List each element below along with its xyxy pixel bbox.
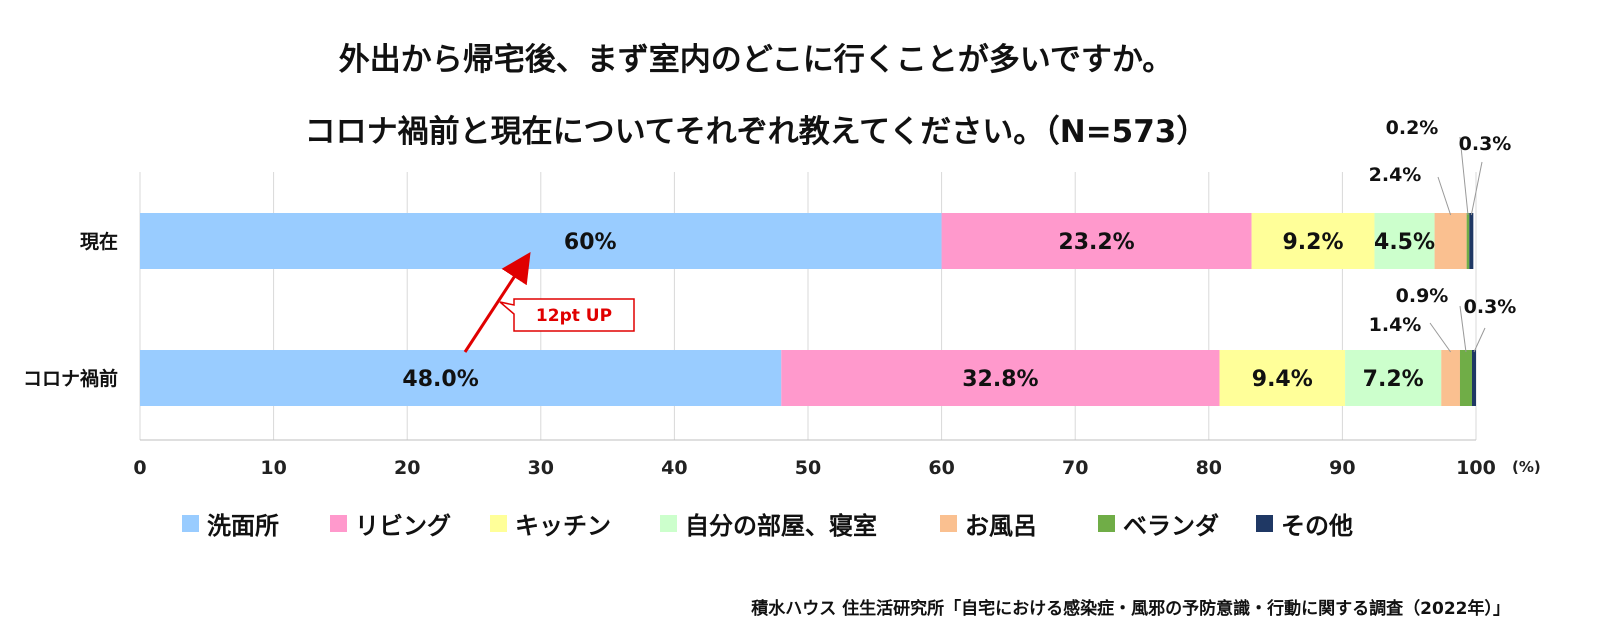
legend-label: ベランダ	[1123, 512, 1219, 540]
chart-title-line1: 外出から帰宅後、まず室内のどこに行くことが多いですか。	[338, 42, 1174, 78]
x-tick-label: 40	[661, 457, 687, 479]
data-label: 0.2%	[1386, 117, 1439, 139]
x-tick-label: 80	[1196, 457, 1222, 479]
data-label: 1.4%	[1369, 314, 1422, 336]
data-label: 23.2%	[1058, 230, 1134, 255]
legend-item: キッチン	[490, 506, 611, 541]
bar-segment	[1471, 350, 1476, 406]
x-tick-label: 20	[394, 457, 420, 479]
legend-swatch	[940, 515, 957, 532]
legend-swatch	[1098, 515, 1115, 532]
legend-item: ベランダ	[1098, 506, 1219, 541]
x-tick-label: 70	[1062, 457, 1088, 479]
x-tick-label: 60	[928, 457, 954, 479]
data-label: 7.2%	[1363, 367, 1424, 392]
annotation-text: 12pt UP	[536, 306, 612, 326]
x-axis-unit: (%)	[1512, 458, 1541, 476]
bar-segment	[1469, 213, 1474, 269]
data-label: 60%	[564, 230, 617, 255]
legend-swatch	[330, 515, 347, 532]
bar-segment	[1345, 350, 1442, 406]
data-label: 2.4%	[1369, 164, 1422, 186]
annotation-callout	[499, 298, 635, 332]
source-note: 積水ハウス 住生活研究所「自宅における感染症・風邪の予防意識・行動に関する調査（…	[751, 599, 1510, 619]
x-tick-label: 50	[795, 457, 821, 479]
leader-line	[1429, 322, 1452, 353]
legend-label: その他	[1281, 512, 1353, 540]
data-label: 0.9%	[1396, 285, 1449, 307]
bar-segment	[781, 350, 1220, 406]
data-label: 48.0%	[402, 367, 478, 392]
legend-item: 洗面所	[182, 506, 279, 541]
leader-line	[1437, 176, 1452, 216]
bar-segment	[1434, 213, 1467, 269]
x-tick-label: 90	[1329, 457, 1355, 479]
data-label: 9.4%	[1252, 367, 1313, 392]
chart-legend: 洗面所 リビング キッチン 自分の部屋、寝室 お風呂 ベランダ その他	[0, 506, 1600, 546]
x-tick-label: 30	[528, 457, 554, 479]
legend-item: お風呂	[940, 506, 1037, 541]
x-tick-label: 100	[1456, 457, 1496, 479]
data-label: 0.3%	[1464, 296, 1517, 318]
leader-line	[1459, 136, 1469, 216]
category-label: コロナ禍前	[23, 367, 118, 390]
bar-segment	[1441, 350, 1460, 406]
leader-line	[1470, 161, 1483, 216]
legend-label: リビング	[355, 512, 451, 540]
chart-title-line2: コロナ禍前と現在についてそれぞれ教えてください。（N=573）	[304, 114, 1208, 150]
legend-label: 洗面所	[207, 512, 279, 540]
bar-segment	[1459, 350, 1472, 406]
x-tick-label: 10	[260, 457, 286, 479]
bar-segment	[1374, 213, 1435, 269]
legend-label: 自分の部屋、寝室	[685, 512, 877, 540]
leader-line	[1459, 305, 1467, 353]
bar-segment	[941, 213, 1252, 269]
legend-swatch	[182, 515, 199, 532]
legend-swatch	[660, 515, 677, 532]
annotation-arrow	[463, 251, 531, 353]
bar-segment	[1466, 213, 1470, 269]
legend-item: リビング	[330, 506, 451, 541]
legend-item: 自分の部屋、寝室	[660, 506, 877, 541]
data-label: 4.5%	[1374, 230, 1435, 255]
legend-swatch	[490, 515, 507, 532]
x-tick-label: 0	[133, 457, 146, 479]
leader-line	[1473, 327, 1486, 353]
legend-item: その他	[1256, 506, 1353, 541]
data-label: 32.8%	[962, 367, 1038, 392]
category-label: 現在	[80, 230, 118, 253]
bar-segment	[140, 350, 782, 406]
bar-segment	[1251, 213, 1375, 269]
data-label: 0.3%	[1459, 133, 1512, 155]
legend-label: キッチン	[515, 512, 611, 540]
bar-segment	[140, 213, 942, 269]
data-label: 9.2%	[1283, 230, 1344, 255]
legend-swatch	[1256, 515, 1273, 532]
bar-segment	[1219, 350, 1346, 406]
legend-label: お風呂	[965, 512, 1037, 540]
